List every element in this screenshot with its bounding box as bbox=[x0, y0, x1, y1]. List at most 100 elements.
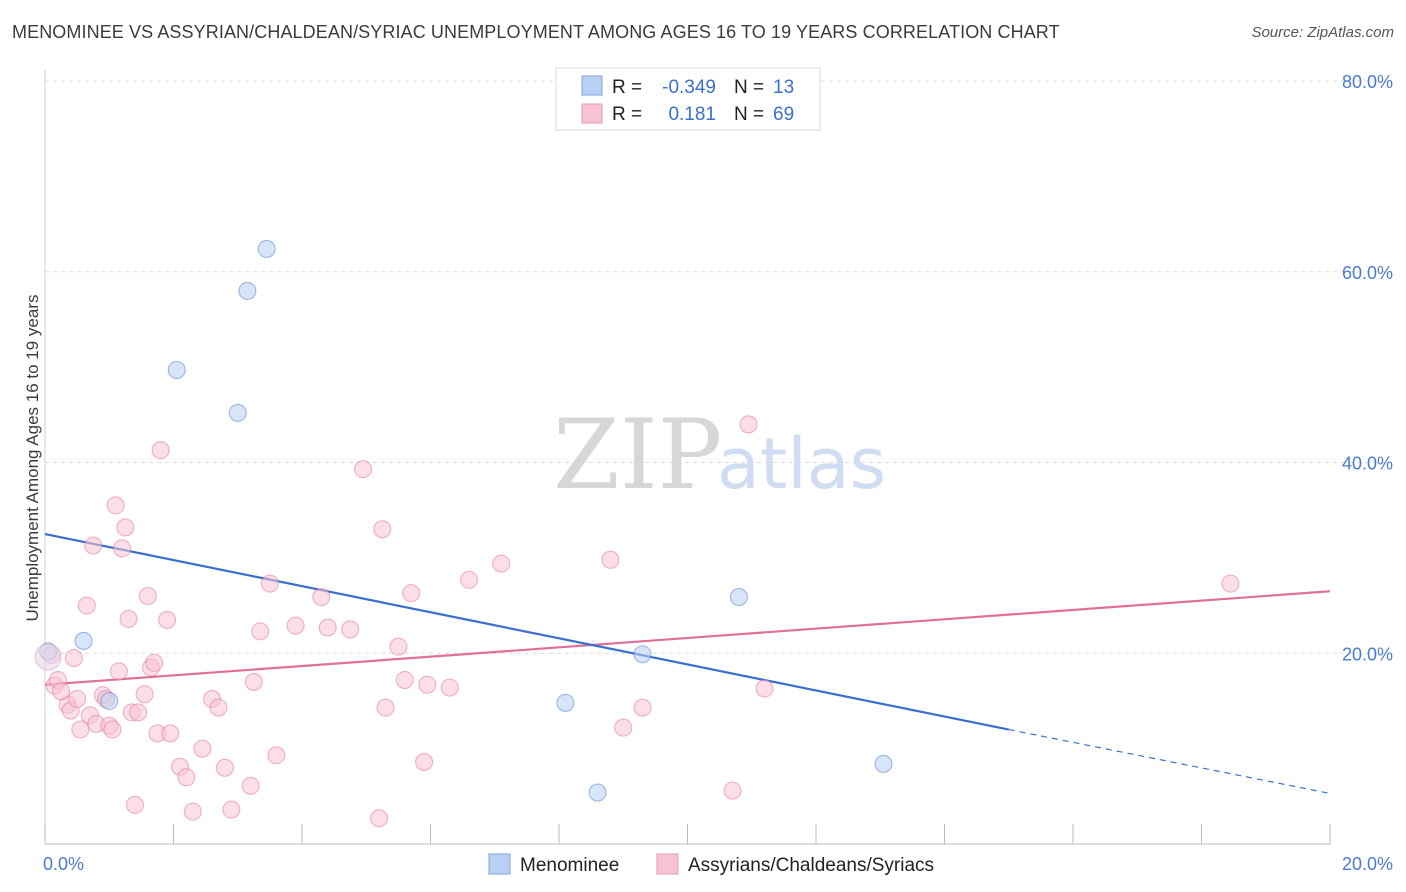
stats-n-label-1: N = bbox=[734, 77, 764, 98]
assyrian-point bbox=[260, 574, 279, 593]
stats-n-value-1: 13 bbox=[773, 77, 794, 98]
assyrian-point bbox=[389, 637, 408, 656]
watermark-atlas: atlas bbox=[717, 423, 886, 505]
assyrian-point bbox=[492, 554, 511, 573]
legend: Menominee Assyrians/Chaldeans/Syriacs bbox=[488, 853, 934, 876]
assyrian-point bbox=[241, 776, 260, 795]
legend-swatch-assyrian bbox=[656, 853, 679, 875]
x-tick-label: 20.0% bbox=[1342, 854, 1393, 874]
assyrian-point bbox=[215, 758, 234, 777]
assyrian-point bbox=[52, 682, 71, 701]
assyrian-point bbox=[151, 441, 170, 460]
assyrian-point bbox=[633, 698, 652, 717]
assyrian-point bbox=[755, 679, 774, 698]
assyrian-point bbox=[402, 584, 421, 603]
assyrian-point bbox=[354, 460, 373, 479]
gridlines bbox=[45, 80, 1392, 654]
watermark: ZIP atlas bbox=[553, 399, 886, 511]
trendline-menominee-extension bbox=[1008, 728, 1331, 795]
assyrian-point bbox=[370, 809, 389, 828]
menominee-point bbox=[100, 691, 119, 710]
assyrian-point bbox=[193, 739, 212, 758]
x-tick-labels: 0.0% 20.0% bbox=[43, 854, 1393, 874]
legend-label-assyrian: Assyrians/Chaldeans/Syriacs bbox=[688, 855, 934, 876]
assyrian-point bbox=[739, 415, 758, 434]
assyrian-point bbox=[395, 670, 414, 689]
stats-box: R = -0.349 N = 13 R = 0.181 N = 69 bbox=[555, 67, 821, 131]
y-tick-label: 40.0% bbox=[1342, 454, 1393, 474]
menominee-point bbox=[238, 281, 257, 300]
assyrian-point bbox=[373, 520, 392, 539]
assyrian-point bbox=[138, 587, 157, 606]
stats-n-label-2: N = bbox=[734, 104, 764, 125]
source-credit: Source: ZipAtlas.com bbox=[1251, 24, 1394, 41]
assyrian-point bbox=[267, 746, 286, 765]
assyrian-point bbox=[77, 596, 96, 615]
data-points bbox=[34, 239, 1240, 828]
assyrian-point bbox=[1221, 574, 1240, 593]
assyrian-point bbox=[244, 672, 263, 691]
x-tick-label: 0.0% bbox=[43, 854, 84, 874]
axes bbox=[44, 70, 1331, 845]
assyrian-point bbox=[161, 724, 180, 743]
assyrian-point bbox=[145, 653, 164, 672]
menominee-point bbox=[633, 645, 652, 664]
chart-title: MENOMINEE VS ASSYRIAN/CHALDEAN/SYRIAC UN… bbox=[12, 22, 1060, 42]
assyrian-point bbox=[376, 698, 395, 717]
assyrian-point bbox=[286, 616, 305, 635]
assyrian-point bbox=[460, 570, 479, 589]
assyrian-point bbox=[614, 718, 633, 737]
menominee-point bbox=[874, 754, 893, 773]
assyrian-point bbox=[106, 496, 125, 515]
assyrian-point bbox=[103, 720, 122, 739]
menominee-point bbox=[257, 239, 276, 258]
assyrian-point bbox=[68, 690, 87, 709]
watermark-zip: ZIP bbox=[553, 399, 722, 511]
stats-swatch-menominee bbox=[581, 75, 603, 96]
assyrian-point bbox=[64, 649, 83, 668]
assyrian-point bbox=[251, 622, 270, 641]
y-tick-label: 20.0% bbox=[1342, 644, 1393, 664]
menominee-point bbox=[729, 587, 748, 606]
menominee-point bbox=[167, 360, 186, 379]
assyrian-point bbox=[84, 536, 103, 555]
assyrian-point bbox=[177, 768, 196, 787]
assyrian-point bbox=[109, 662, 128, 681]
y-tick-label: 80.0% bbox=[1342, 72, 1393, 92]
cluster-point bbox=[34, 643, 62, 671]
assyrian-point bbox=[440, 678, 459, 697]
assyrian-point bbox=[418, 675, 437, 694]
assyrian-point bbox=[222, 800, 241, 819]
trend-lines bbox=[44, 532, 1331, 795]
menominee-point bbox=[556, 693, 575, 712]
stats-n-value-2: 69 bbox=[773, 104, 794, 125]
assyrian-point bbox=[312, 587, 331, 606]
stats-r-label-2: R = bbox=[612, 104, 642, 125]
assyrian-point bbox=[129, 703, 148, 722]
menominee-point bbox=[228, 403, 247, 422]
y-tick-label: 60.0% bbox=[1342, 263, 1393, 283]
menominee-point bbox=[74, 631, 93, 650]
assyrian-point bbox=[318, 618, 337, 637]
legend-swatch-menominee bbox=[488, 853, 511, 875]
assyrian-point bbox=[116, 518, 135, 537]
legend-label-menominee: Menominee bbox=[520, 855, 619, 876]
assyrian-point bbox=[113, 539, 132, 558]
y-tick-labels: 20.0% 40.0% 60.0% 80.0% bbox=[1342, 72, 1393, 664]
stats-swatch-assyrian bbox=[581, 103, 603, 124]
stats-r-value-1: -0.349 bbox=[662, 77, 716, 98]
assyrian-point bbox=[71, 720, 90, 739]
trendline-assyrian bbox=[44, 590, 1331, 686]
assyrian-point bbox=[158, 610, 177, 629]
assyrian-point bbox=[415, 752, 434, 771]
stats-r-label-1: R = bbox=[612, 77, 642, 98]
assyrian-point bbox=[341, 620, 360, 639]
assyrian-point bbox=[601, 550, 620, 569]
assyrian-point bbox=[183, 802, 202, 821]
assyrian-point bbox=[209, 698, 228, 717]
assyrian-point bbox=[125, 795, 144, 814]
assyrian-point bbox=[119, 609, 138, 628]
assyrian-point bbox=[723, 781, 742, 800]
assyrian-point bbox=[135, 685, 154, 704]
